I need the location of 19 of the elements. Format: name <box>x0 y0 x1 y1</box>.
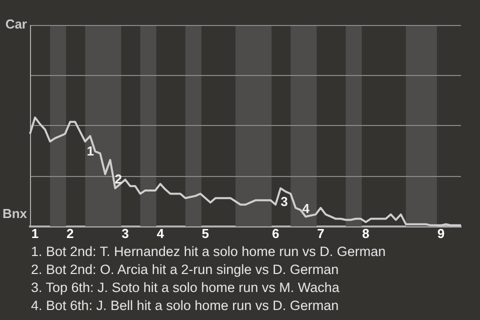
annotation: 3 <box>280 194 288 209</box>
annotation: 1 <box>86 143 94 158</box>
x-tick-label: 2 <box>66 226 74 241</box>
x-tick-label: 7 <box>317 226 324 241</box>
x-tick-label: 6 <box>272 226 280 241</box>
annotation: 2 <box>114 172 122 187</box>
x-tick-label: 1 <box>31 226 39 241</box>
text: Car <box>5 16 27 32</box>
text: 2. Bot 2nd: O. Arcia hit a 2-run single vs D. German <box>31 261 340 279</box>
text: Bnx <box>2 206 28 221</box>
x-tick-label: 8 <box>362 226 370 241</box>
text: 3. Top 6th: J. Soto hit a solo home run vs M. Wacha <box>31 279 340 297</box>
text: 1. Bot 2nd: T. Hernandez hit a solo home run vs D. German <box>31 243 386 261</box>
x-tick-label: 5 <box>202 226 210 241</box>
text: 4. Bot 6th: J. Bell hit a solo home run vs D. German <box>31 297 340 315</box>
x-tick-label: 9 <box>437 226 445 241</box>
x-tick-label: 3 <box>122 226 129 241</box>
annotation: 4 <box>302 200 310 216</box>
x-tick-label: 4 <box>156 226 165 241</box>
